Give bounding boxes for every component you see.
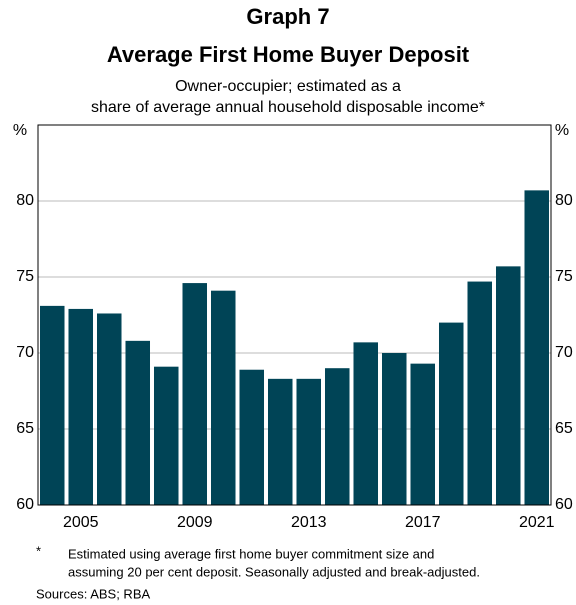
bar — [125, 340, 151, 505]
y2-tick-label: 65 — [555, 420, 573, 437]
bar — [495, 266, 521, 505]
chart-subtitle: share of average annual household dispos… — [91, 99, 485, 116]
bar — [239, 369, 265, 505]
bar — [68, 308, 94, 505]
x-tick-label: 2017 — [405, 514, 441, 531]
y-axis-unit: % — [13, 122, 27, 139]
bar — [438, 322, 464, 505]
y-tick-label: 75 — [16, 268, 34, 285]
bar — [210, 290, 236, 505]
chart-heading: Average First Home Buyer Deposit — [107, 42, 470, 67]
footnote-marker: * — [36, 543, 41, 558]
y-tick-label: 70 — [16, 344, 34, 361]
chart-title: Graph 7 — [246, 4, 329, 29]
y-tick-label: 60 — [16, 496, 34, 513]
bar — [96, 313, 122, 505]
bar — [410, 363, 436, 505]
y2-tick-label: 80 — [555, 192, 573, 209]
bar — [153, 366, 179, 505]
plot-frame — [37, 124, 552, 506]
bar — [267, 378, 293, 505]
footnote: Estimated using average first home buyer… — [68, 546, 434, 561]
x-tick-label: 2021 — [519, 514, 555, 531]
bar — [467, 281, 493, 505]
bar — [353, 342, 379, 505]
y-tick-label: 65 — [16, 420, 34, 437]
sources: Sources: ABS; RBA — [36, 586, 150, 601]
x-tick-label: 2005 — [63, 514, 99, 531]
chart-subtitle: Owner-occupier; estimated as a — [175, 78, 401, 95]
footnote: assuming 20 per cent deposit. Seasonally… — [68, 564, 480, 579]
bar — [524, 190, 550, 506]
x-tick-label: 2013 — [291, 514, 327, 531]
y2-axis-unit: % — [555, 122, 569, 139]
y-tick-label: 80 — [16, 192, 34, 209]
x-tick-label: 2009 — [177, 514, 213, 531]
bar — [182, 283, 208, 505]
bar — [324, 368, 350, 505]
bar — [296, 378, 322, 505]
y2-tick-label: 70 — [555, 344, 573, 361]
y2-tick-label: 75 — [555, 268, 573, 285]
y2-tick-label: 60 — [555, 496, 573, 513]
bar — [381, 353, 407, 505]
bar — [39, 305, 65, 505]
